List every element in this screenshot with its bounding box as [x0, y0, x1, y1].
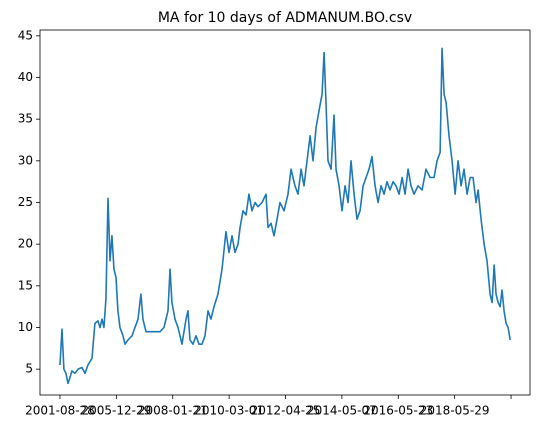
y-tick-label: 20: [18, 237, 33, 251]
y-tick-label: 35: [18, 112, 33, 126]
y-tick-label: 45: [18, 28, 33, 42]
data-line: [59, 47, 511, 385]
y-tick-label: 30: [18, 153, 33, 167]
x-tick-label: 2012-04-25: [251, 404, 321, 418]
x-tick-label: 2001-08-28: [25, 404, 95, 418]
x-tick-label: 2016-05-23: [363, 404, 433, 418]
x-tick-label: 2005-12-29: [81, 404, 151, 418]
y-tick-label: 5: [25, 362, 33, 376]
y-tick-label: 15: [18, 278, 33, 292]
x-tick-label: 2010-03-01: [194, 404, 264, 418]
plot-frame: [39, 29, 531, 396]
y-tick-label: 10: [18, 320, 33, 334]
y-tick-label: 40: [18, 70, 33, 84]
x-tick-label: 2018-05-29: [420, 404, 490, 418]
x-tick-label: 2014-05-07: [307, 404, 377, 418]
x-tick-label: 2008-01-21: [138, 404, 208, 418]
chart-title: MA for 10 days of ADMANUM.BO.csv: [158, 10, 412, 26]
y-tick-label: 25: [18, 195, 33, 209]
